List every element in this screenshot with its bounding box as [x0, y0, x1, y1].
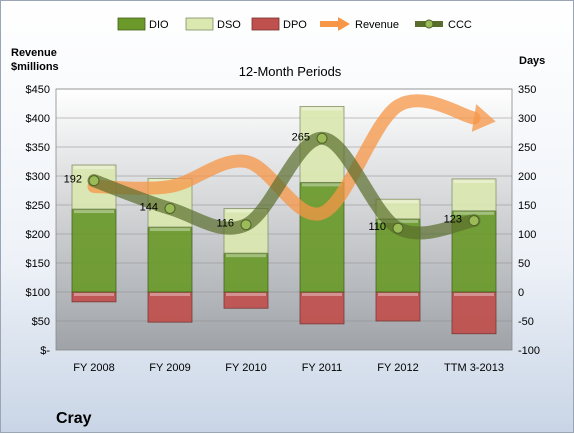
right-tick-label: 100	[518, 229, 536, 241]
legend-swatch	[185, 17, 214, 31]
ccc-data-label: 192	[64, 174, 82, 186]
left-tick-label: $50	[32, 316, 50, 328]
bar-highlight	[150, 293, 190, 296]
ccc-data-label: 123	[444, 214, 462, 226]
bar-highlight	[302, 107, 342, 111]
bar-dpo	[147, 291, 193, 323]
bar-highlight	[74, 210, 114, 214]
legend: DIO DSO DPO Revenue CCC	[117, 17, 472, 31]
chart-title: 12-Month Periods	[239, 64, 342, 79]
legend-swatch	[117, 17, 146, 31]
bar-dio	[223, 252, 269, 293]
bar-dio	[71, 208, 117, 293]
bar-highlight	[226, 254, 266, 258]
bar-highlight	[454, 211, 494, 215]
revenue-arrowhead	[471, 104, 496, 132]
ccc-data-label: 116	[216, 218, 234, 230]
legend-label: DPO	[283, 19, 307, 31]
left-axis-label-line2: $millions	[11, 61, 59, 73]
plot-area	[55, 88, 513, 351]
left-tick-label: $250	[26, 200, 50, 212]
left-tick-label: $200	[26, 229, 50, 241]
left-tick-label: $100	[26, 287, 50, 299]
left-tick-label: $150	[26, 258, 50, 270]
bar-highlight	[74, 293, 114, 296]
x-tick-label: FY 2011	[302, 362, 343, 374]
lines: 192 144 116 265 110 123	[64, 94, 496, 240]
right-axis-label: Days	[519, 55, 545, 67]
bar-dpo	[299, 291, 345, 325]
bar-highlight	[226, 293, 266, 296]
bar-highlight	[74, 165, 114, 169]
bar-dso	[451, 178, 497, 212]
bar-dpo	[375, 291, 421, 322]
legend-marker	[424, 19, 434, 29]
bar-highlight	[150, 228, 190, 232]
bar-highlight	[226, 209, 266, 213]
right-tick-label: -100	[518, 345, 540, 357]
legend-swatch	[251, 17, 280, 31]
ccc-data-label: 110	[368, 221, 386, 233]
x-tick-label: FY 2008	[73, 362, 114, 374]
ccc-point	[392, 222, 404, 234]
legend-label: DIO	[149, 19, 169, 31]
x-tick-label: FY 2010	[225, 362, 266, 374]
x-tick-label: FY 2009	[149, 362, 190, 374]
company-name: Cray	[56, 410, 92, 427]
right-tick-label: 300	[518, 113, 536, 125]
left-tick-label: $350	[26, 142, 50, 154]
bar-highlight	[378, 200, 418, 204]
right-tick-label: 250	[518, 142, 536, 154]
x-tick-label: FY 2012	[377, 362, 418, 374]
ccc-point	[164, 202, 176, 214]
legend-label: Revenue	[355, 19, 399, 31]
right-tick-label: 350	[518, 84, 536, 96]
legend-arrow	[338, 17, 350, 31]
bar-highlight	[378, 293, 418, 296]
ccc-data-label: 265	[292, 131, 310, 143]
ccc-point	[240, 219, 252, 231]
bar-highlight	[454, 293, 494, 296]
ccc-point	[316, 132, 328, 144]
right-tick-label: 150	[518, 200, 536, 212]
bar-highlight	[302, 293, 342, 296]
bar-dio	[147, 226, 193, 293]
revenue-line	[87, 94, 481, 221]
x-tick-label: TTM 3-2013	[444, 362, 504, 374]
legend-label: DSO	[217, 19, 241, 31]
right-tick-label: 50	[518, 258, 530, 270]
left-tick-label: $400	[26, 113, 50, 125]
ccc-point	[88, 175, 100, 187]
right-tick-label: 0	[518, 287, 524, 299]
right-tick-label: 200	[518, 171, 536, 183]
left-axis-label-line1: Revenue	[11, 47, 57, 59]
left-tick-label: $300	[26, 171, 50, 183]
axes: $- $50 $100 $150 $200 $250 $300 $350 $400 $450 -10…	[26, 84, 541, 374]
left-tick-label: $450	[26, 84, 50, 96]
bar-highlight	[454, 179, 494, 183]
bar-highlight	[302, 183, 342, 187]
left-tick-label: $-	[40, 345, 50, 357]
right-tick-label: -50	[518, 316, 534, 328]
legend-label: CCC	[448, 19, 472, 31]
bar-dpo	[451, 291, 497, 335]
ccc-point	[468, 215, 480, 227]
ccc-data-label: 144	[140, 201, 158, 213]
